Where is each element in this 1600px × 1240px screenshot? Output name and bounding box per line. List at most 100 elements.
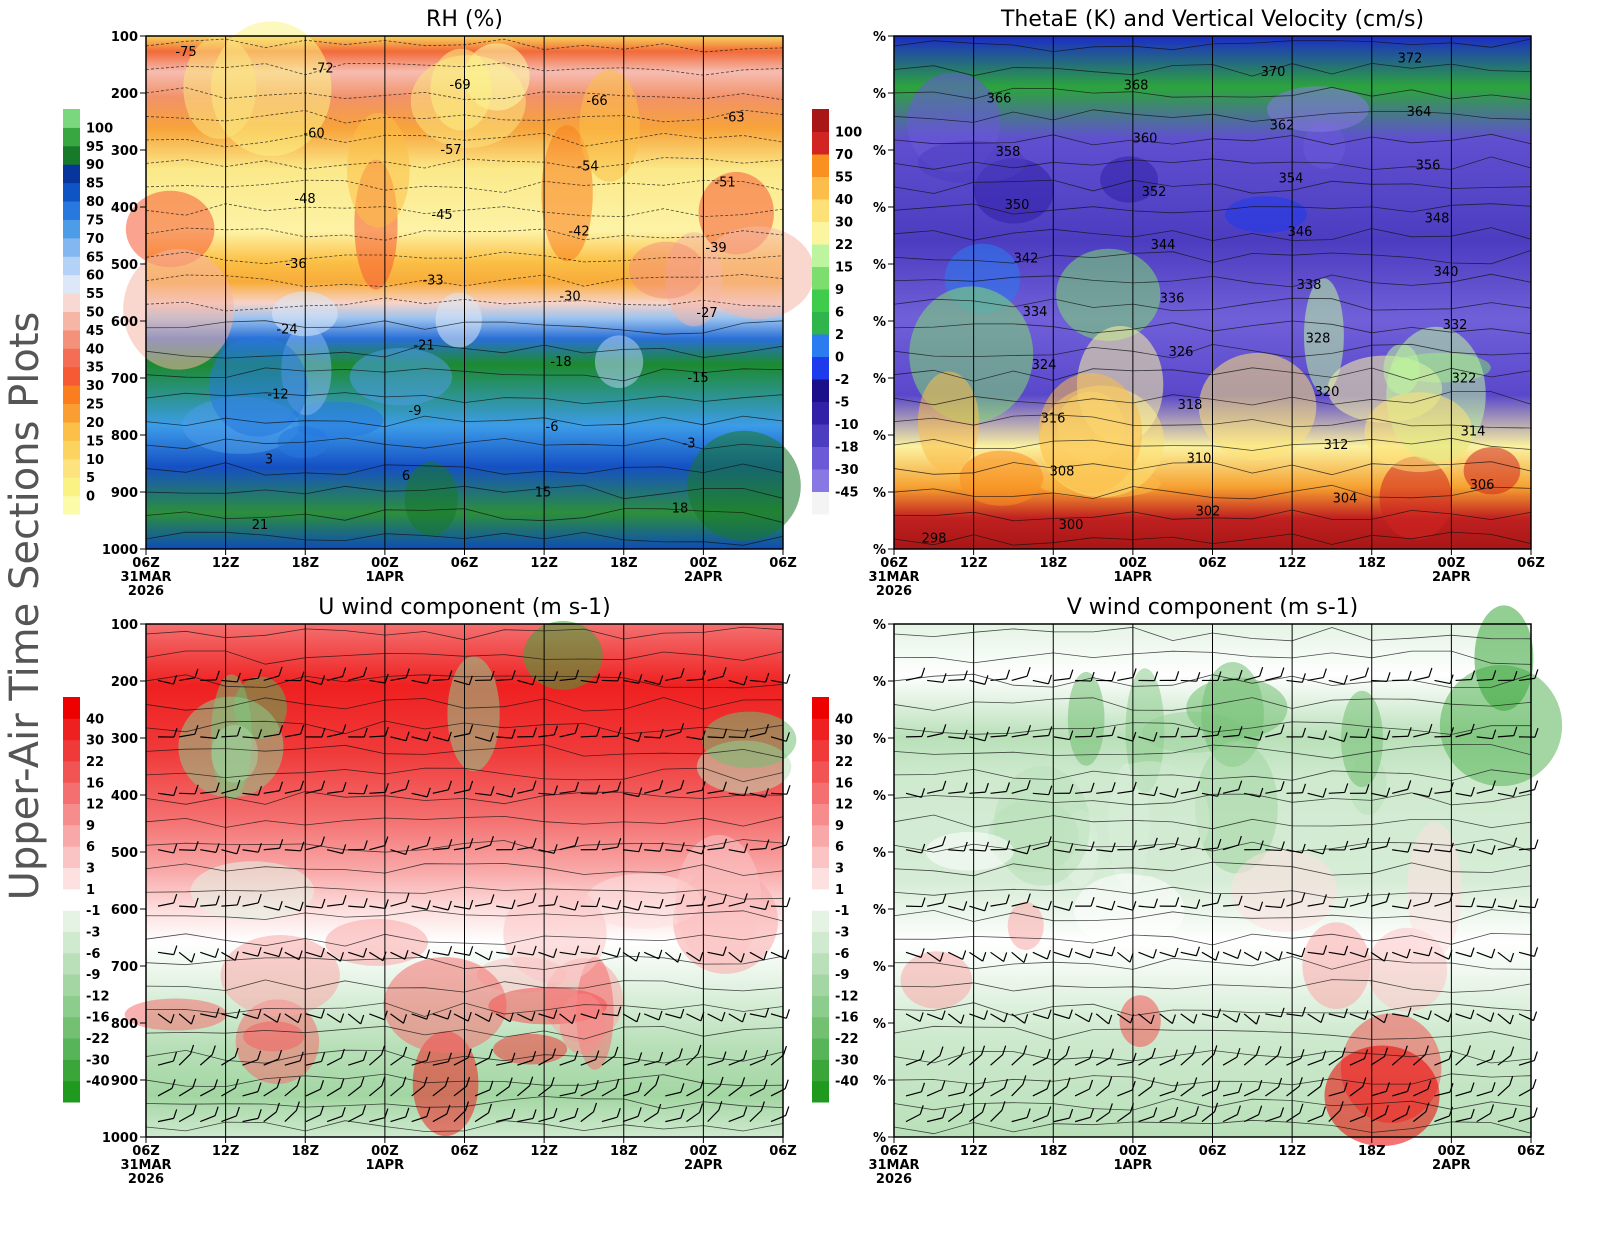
colorbar-label: -30 — [835, 463, 859, 478]
field-blob — [959, 451, 1043, 506]
colorbar-swatch — [63, 496, 80, 515]
contour-label: -12 — [267, 387, 288, 402]
wind-barb-flag — [1535, 899, 1538, 908]
colorbar-label: 30 — [835, 734, 853, 749]
x-tick-label: 18Z — [291, 1144, 319, 1159]
contour-label: 318 — [1178, 398, 1203, 413]
wind-barb — [179, 850, 195, 851]
colorbar-swatch — [63, 404, 80, 423]
x-tick-label: 12Z — [530, 556, 558, 571]
colorbar-label: 60 — [86, 269, 104, 284]
colorbar-swatch — [63, 440, 80, 459]
colorbar-swatch — [812, 846, 829, 868]
colorbar-label: 95 — [86, 140, 104, 155]
colorbar-swatch — [63, 348, 80, 367]
x-tick-label: 06Z — [451, 1144, 479, 1159]
colorbar-swatch — [812, 761, 829, 783]
colorbar-label: -22 — [86, 1032, 110, 1047]
colorbar-swatch — [63, 761, 80, 783]
date-label: 2APR — [684, 1158, 723, 1173]
colorbar-swatch — [63, 459, 80, 478]
colorbar-label: -22 — [835, 1032, 859, 1047]
colorbar-swatch — [812, 889, 829, 911]
contour-label: 350 — [1005, 198, 1030, 213]
colorbar-label: 90 — [86, 158, 104, 173]
wind-barb-flag — [786, 836, 789, 845]
x-tick-label: 00Z — [690, 556, 718, 571]
colorbar-swatch — [812, 289, 829, 312]
panel-title: U wind component (m s-1) — [318, 595, 611, 620]
x-tick-label: 00Z — [1438, 556, 1466, 571]
colorbar-swatch — [812, 718, 829, 740]
contour-label: 6 — [402, 469, 410, 484]
y-tick-label: 100 — [111, 30, 138, 45]
y-tick-label: % — [873, 87, 886, 102]
colorbar-swatch — [812, 697, 829, 719]
contour-label: 300 — [1059, 518, 1084, 533]
wind-barb-flag — [1534, 1108, 1537, 1117]
colorbar-swatch — [63, 1059, 80, 1081]
x-tick-label: 00Z — [1119, 556, 1147, 571]
contour-label: -36 — [285, 257, 306, 272]
colorbar-swatch — [63, 164, 80, 183]
colorbar-swatch — [812, 244, 829, 267]
date-label: 2APR — [684, 570, 723, 585]
y-tick-label: 100 — [111, 618, 138, 633]
colorbar-label: 40 — [86, 712, 104, 727]
colorbar-label: 75 — [86, 213, 104, 228]
y-tick-label: 300 — [111, 144, 138, 159]
y-tick-label: % — [873, 315, 886, 330]
y-tick-label: % — [873, 486, 886, 501]
contour-label: -15 — [687, 371, 708, 386]
colorbar-label: 16 — [835, 776, 853, 791]
colorbar-label: -40 — [86, 1075, 110, 1090]
field-blob — [1407, 822, 1462, 958]
colorbar-swatch — [812, 931, 829, 953]
x-tick-label: 12Z — [960, 556, 988, 571]
colorbar-label: 65 — [86, 250, 104, 265]
colorbar-label: -3 — [86, 925, 100, 940]
colorbar-swatch — [63, 995, 80, 1017]
contour-label: 354 — [1279, 172, 1304, 187]
colorbar-label: 55 — [835, 171, 853, 186]
contour-label: 342 — [1014, 252, 1039, 267]
colorbar-label: 50 — [86, 306, 104, 321]
contour-label: 334 — [1023, 305, 1048, 320]
wind-barb-flag — [786, 1106, 789, 1115]
contour-label: 3 — [265, 453, 273, 468]
colorbar-swatch — [63, 312, 80, 331]
colorbar-swatch — [63, 782, 80, 804]
y-tick-label: 700 — [111, 960, 138, 975]
contour-label: 336 — [1160, 292, 1185, 307]
contour-label: -18 — [550, 355, 571, 370]
colorbar-swatch — [812, 379, 829, 402]
colorbar-label: 85 — [86, 177, 104, 192]
x-tick-label: 18Z — [291, 556, 319, 571]
y-tick-label: % — [873, 30, 886, 45]
wind-barb — [1286, 793, 1302, 794]
colorbar-label: -16 — [835, 1011, 859, 1026]
field-blob — [524, 621, 603, 690]
colorbar-swatch — [63, 422, 80, 441]
contour-label: 344 — [1151, 238, 1176, 253]
contour-label: 360 — [1133, 132, 1158, 147]
colorbar-swatch — [63, 889, 80, 911]
colorbar-swatch — [63, 974, 80, 996]
x-tick-label: 06Z — [132, 1144, 160, 1159]
colorbar-label: 5 — [86, 471, 95, 486]
colorbar-label: -6 — [86, 947, 100, 962]
panel-title: V wind component (m s-1) — [1067, 595, 1359, 620]
field-blob — [1119, 995, 1160, 1047]
contour-label: 308 — [1050, 465, 1075, 480]
x-tick-label: 00Z — [371, 556, 399, 571]
y-tick-label: % — [873, 201, 886, 216]
field-blob — [1068, 672, 1105, 766]
wind-barb-flag — [1534, 947, 1537, 956]
colorbar-label: 1 — [86, 883, 95, 898]
colorbar-swatch — [63, 718, 80, 740]
colorbar-swatch — [63, 183, 80, 202]
colorbar-swatch — [63, 219, 80, 238]
colorbar-swatch — [812, 740, 829, 762]
colorbar-swatch — [63, 109, 80, 128]
y-tick-label: 300 — [111, 732, 138, 747]
